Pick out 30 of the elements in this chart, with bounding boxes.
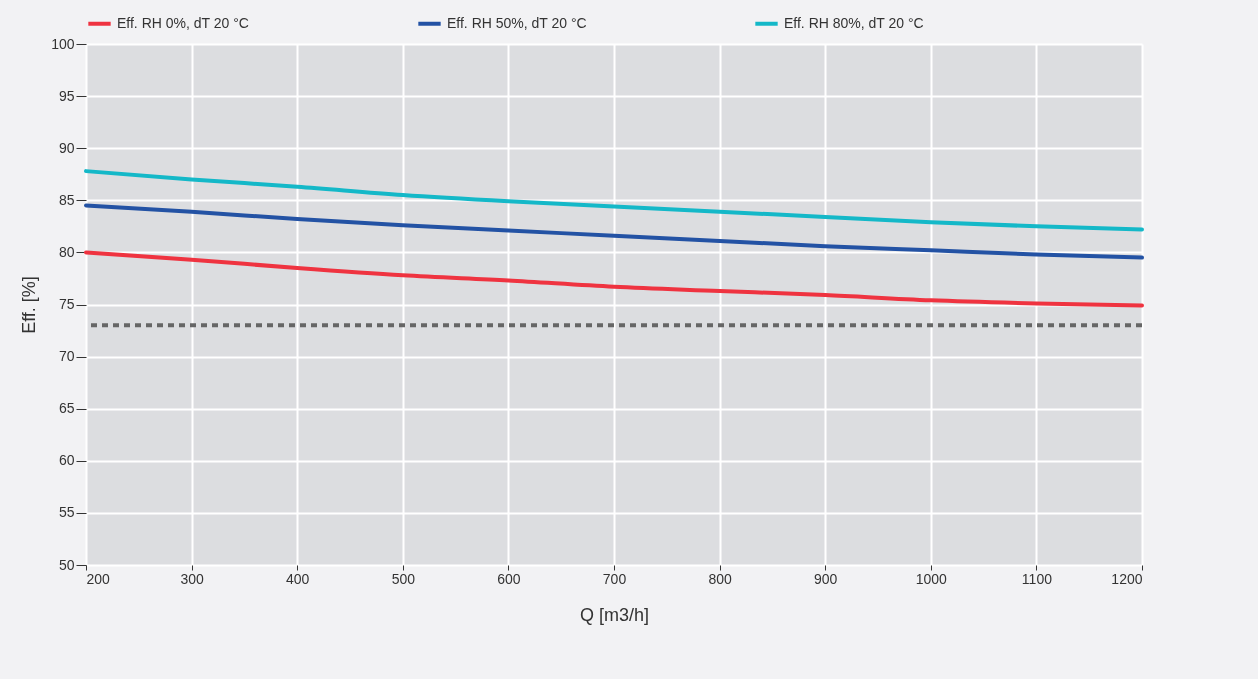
x-tick-label: 1100: [1021, 570, 1053, 587]
y-tick-label: 65: [58, 400, 75, 417]
y-tick-label: 50: [58, 556, 75, 573]
x-tick-label: 1000: [915, 570, 948, 587]
legend-label: Eff. RH 0%, dT 20 °C: [117, 14, 249, 31]
x-tick-label: 700: [602, 570, 627, 587]
line-series: [84, 250, 1144, 308]
x-tick-label: 800: [708, 570, 732, 587]
line-series: [84, 169, 1144, 232]
line-series: [84, 203, 1144, 260]
x-axis-title: Q [m3/h]: [579, 604, 650, 625]
y-tick-label: 70: [58, 348, 75, 365]
x-tick-label: 500: [391, 570, 416, 587]
y-tick-label: 90: [58, 139, 75, 156]
y-tick-label: 95: [58, 87, 75, 104]
legend-label: Eff. RH 80%, dT 20 °C: [784, 14, 924, 31]
y-tick-label: 100: [51, 35, 75, 52]
y-tick-label: 80: [58, 243, 75, 260]
x-tick-label: 300: [180, 570, 204, 587]
x-tick-label: 900: [814, 570, 838, 587]
y-tick-label: 60: [58, 452, 75, 469]
y-tick-label: 75: [58, 296, 75, 312]
y-tick-label: 85: [58, 191, 75, 208]
y-tick-label: 55: [58, 504, 75, 521]
x-tick-label: 200: [86, 570, 111, 587]
x-tick-label: 1200: [1111, 570, 1143, 587]
x-tick-label: 400: [286, 570, 310, 587]
legend-label: Eff. RH 50%, dT 20 °C: [447, 14, 587, 31]
x-tick-label: 600: [497, 570, 521, 587]
y-axis-title: Eff. [%]: [19, 276, 40, 334]
